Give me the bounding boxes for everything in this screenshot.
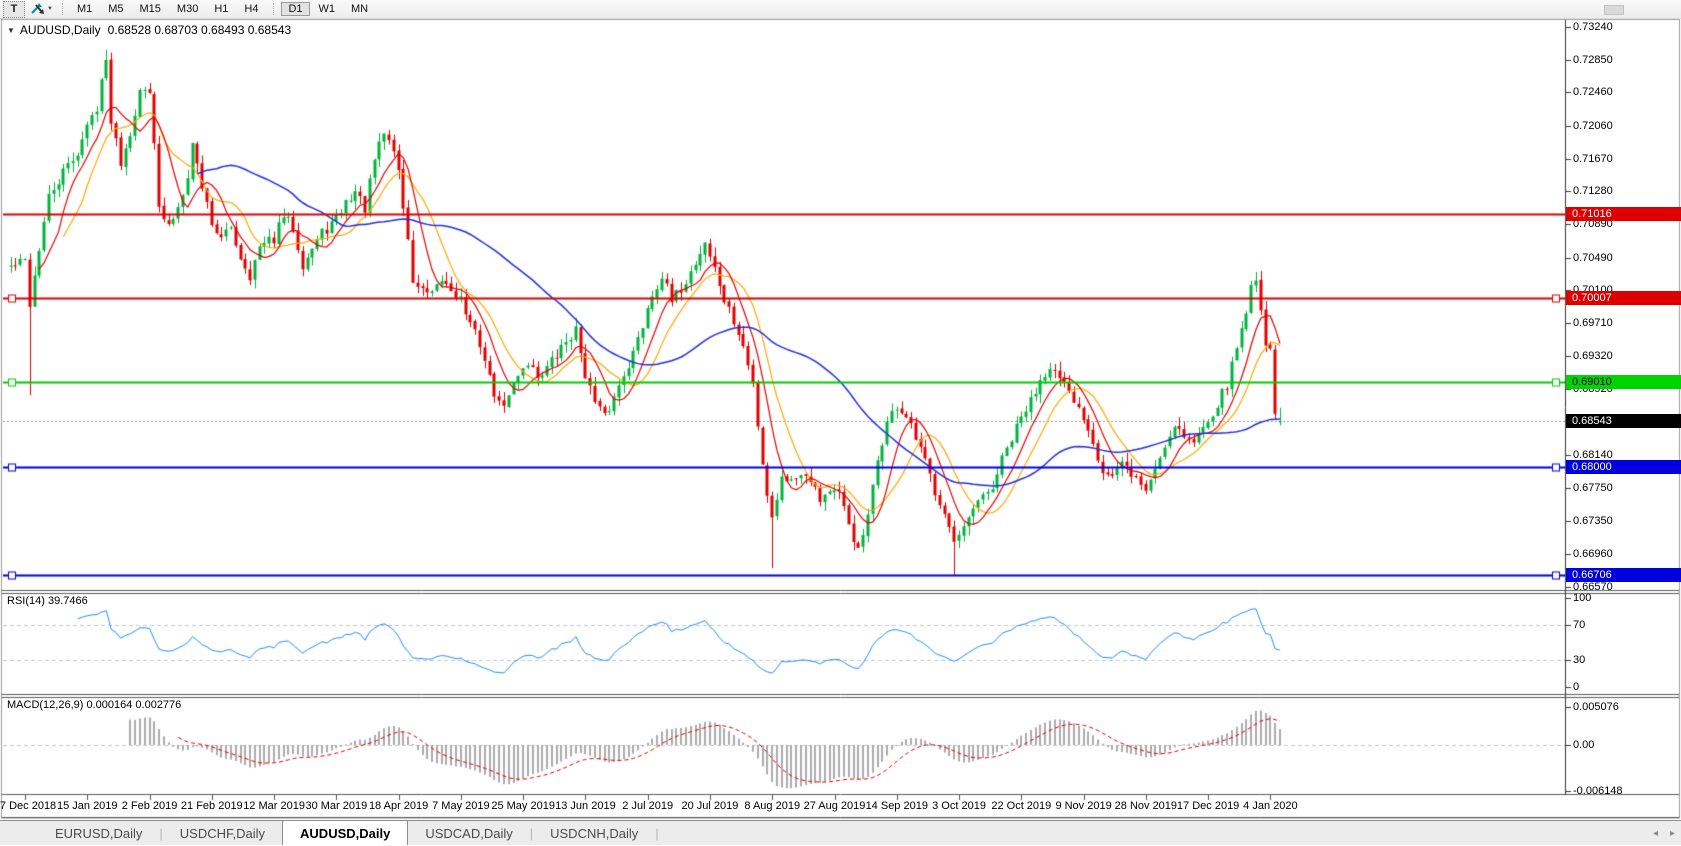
macd-axis-tick: 0.005076 — [1573, 701, 1619, 713]
chart-symbol-period: AUDUSD,Daily — [19, 23, 101, 37]
timeframe-button-h1[interactable]: H1 — [214, 3, 229, 15]
price-badge: 0.68000 — [1566, 459, 1681, 474]
date-axis-tick: 9 Nov 2019 — [1055, 800, 1112, 812]
date-axis-tick: 20 Jul 2019 — [681, 800, 739, 812]
date-axis-tick: 25 May 2019 — [491, 800, 555, 812]
rsi-axis-tick: 0 — [1573, 681, 1580, 693]
macd-indicator-label: MACD(12,26,9) 0.000164 0.002776 — [7, 699, 182, 711]
chart-title: ▼ AUDUSD,Daily 0.68528 0.68703 0.68493 0.6… — [7, 23, 291, 37]
date-axis-tick: 30 Mar 2019 — [305, 800, 368, 812]
date-axis-tick: 27 Dec 2018 — [0, 800, 57, 812]
rsi-indicator-label: RSI(14) 39.7466 — [7, 595, 88, 607]
date-axis[interactable]: 27 Dec 2018 15 Jan 2019 2 Feb 2019 21 Feb 2… — [0, 796, 1566, 818]
price-axis-tick: 0.68140 — [1573, 448, 1613, 461]
rsi-axis-tick: 100 — [1573, 592, 1592, 604]
date-axis-tick: 22 Oct 2019 — [991, 800, 1052, 812]
date-axis-tick: 15 Jan 2019 — [56, 800, 118, 812]
date-axis-tick: 7 May 2019 — [432, 800, 490, 812]
date-axis-tick: 3 Oct 2019 — [932, 800, 986, 812]
chart-ohlc-values: 0.68528 0.68703 0.68493 0.68543 — [107, 23, 292, 37]
price-axis-tick: 0.70890 — [1573, 218, 1613, 231]
arrows-icon — [31, 3, 44, 14]
date-axis-tick: 17 Dec 2019 — [1176, 800, 1240, 812]
tab-separator: | — [529, 825, 534, 841]
date-axis-tick: 13 Jun 2019 — [555, 800, 616, 812]
toolbar-separator — [273, 3, 275, 15]
chart-tab-usdchf[interactable]: USDCHF,Daily — [179, 825, 266, 841]
timeframe-button-m1[interactable]: M1 — [76, 3, 93, 15]
toolbar-overflow-button[interactable] — [1604, 5, 1624, 15]
price-badge: 0.70007 — [1566, 291, 1681, 306]
price-axis-tick: 0.72460 — [1573, 86, 1613, 99]
price-badge: 0.66706 — [1566, 568, 1681, 583]
arrows-tool-button[interactable]: ▼ — [28, 2, 55, 17]
tab-scroll-arrows: ◂ ▸ — [1653, 821, 1675, 846]
text-tool-button[interactable]: T — [3, 0, 25, 18]
price-axis-tick: 0.69320 — [1573, 349, 1613, 362]
price-axis-tick: 0.71280 — [1573, 185, 1613, 198]
date-axis-tick: 18 Apr 2019 — [368, 800, 429, 812]
timeframe-button-m15[interactable]: M15 — [139, 3, 161, 15]
date-axis-tick: 4 Jan 2020 — [1243, 800, 1298, 812]
price-axis-tick: 0.70490 — [1573, 251, 1613, 264]
price-axis-tick: 0.72060 — [1573, 119, 1613, 132]
text-tool-icon: T — [10, 3, 18, 15]
date-axis-tick: 2 Feb 2019 — [121, 800, 178, 812]
timeframe-button-mn[interactable]: MN — [351, 3, 369, 15]
timeframe-button-m5[interactable]: M5 — [108, 3, 124, 15]
date-axis-tick: 28 Nov 2019 — [1114, 800, 1178, 812]
price-badge: 0.68543 — [1566, 414, 1681, 429]
chart-tab-audusd[interactable]: AUDUSD,Daily — [282, 820, 409, 845]
chart-tab-bar: EURUSD,Daily | USDCHF,Daily AUDUSD,Daily USD… — [0, 820, 1681, 845]
timeframe-buttons: M1 M5 M15 M30 H1 H4 D1 W1 MN — [69, 0, 376, 18]
price-chart-canvas[interactable] — [0, 18, 1681, 820]
price-axis[interactable]: 0.73240 0.72850 0.72460 0.72060 0.71670 0.712… — [1566, 18, 1681, 797]
tabs-scroll-right-button[interactable]: ▸ — [1669, 828, 1675, 839]
price-axis-tick: 0.72850 — [1573, 53, 1613, 66]
price-axis-tick: 0.67750 — [1573, 481, 1613, 494]
timeframe-button-m30[interactable]: M30 — [176, 3, 199, 15]
date-axis-tick: 2 Jul 2019 — [622, 800, 674, 812]
chart-tabs: EURUSD,Daily | USDCHF,Daily AUDUSD,Daily USD… — [0, 820, 659, 845]
date-axis-tick: 21 Feb 2019 — [180, 800, 243, 812]
date-axis-tick: 8 Aug 2019 — [744, 800, 801, 812]
tab-separator: | — [159, 825, 163, 841]
price-axis-tick: 0.66960 — [1573, 547, 1613, 560]
timeframe-button-w1[interactable]: W1 — [318, 3, 336, 15]
timeframe-button-h4[interactable]: H4 — [244, 3, 259, 15]
price-axis-tick: 0.67350 — [1573, 515, 1613, 528]
dropdown-caret-icon: ▼ — [47, 6, 53, 12]
toolbar-separator — [61, 3, 64, 15]
macd-axis-tick: -0.006148 — [1573, 785, 1623, 798]
price-axis-tick: 0.69710 — [1573, 317, 1613, 330]
date-axis-tick: 12 Mar 2019 — [243, 800, 305, 812]
chart-tab-usdcnh[interactable]: USDCNH,Daily — [550, 825, 639, 841]
chart-tab-usdcad[interactable]: USDCAD,Daily — [425, 825, 513, 841]
price-axis-tick: 0.71670 — [1573, 152, 1613, 165]
price-badge: 0.71016 — [1566, 206, 1681, 221]
timeframe-button-d1[interactable]: D1 — [281, 2, 310, 16]
macd-axis-tick: 0.00 — [1573, 739, 1595, 751]
date-axis-tick: 27 Aug 2019 — [803, 800, 866, 812]
price-axis-tick: 0.73240 — [1573, 21, 1613, 33]
price-badge: 0.69010 — [1566, 374, 1681, 389]
toolbar: T ▼ M1 M5 M15 M30 H1 H4 D1 W1 MN — [0, 0, 1681, 19]
chart-collapse-icon[interactable]: ▼ — [7, 26, 15, 35]
rsi-axis-tick: 70 — [1573, 618, 1586, 631]
tabs-scroll-left-button[interactable]: ◂ — [1652, 828, 1658, 839]
rsi-axis-tick: 30 — [1573, 654, 1586, 667]
date-axis-tick: 14 Sep 2019 — [865, 800, 928, 812]
chart-tab-eurusd[interactable]: EURUSD,Daily — [55, 825, 143, 841]
tab-separator: | — [655, 825, 659, 841]
price-axis-tick: 0.66570 — [1573, 580, 1613, 593]
